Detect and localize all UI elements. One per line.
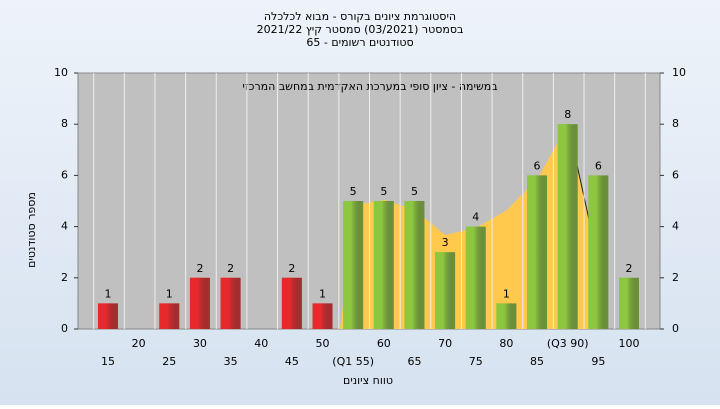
- bar: [527, 175, 548, 329]
- x-tick-label: 15: [101, 355, 115, 368]
- data-label: 2: [626, 262, 633, 275]
- bar: [465, 226, 486, 329]
- data-label: 1: [105, 287, 112, 300]
- y2-tick-label: 10: [672, 66, 686, 79]
- data-label: 8: [564, 108, 571, 121]
- x-tick-label: (Q3 90): [547, 337, 589, 350]
- y-tick-label: 0: [61, 322, 68, 335]
- bar: [312, 303, 333, 329]
- y2-tick-label: 0: [672, 322, 679, 335]
- data-label: 3: [442, 236, 449, 249]
- y-tick-label: 6: [61, 168, 68, 181]
- x-tick-label: 100: [619, 337, 640, 350]
- x-tick-label: 65: [407, 355, 421, 368]
- x-tick-label: 35: [224, 355, 238, 368]
- bar: [588, 175, 609, 329]
- subtitle: סטודנטים רשומים - 65: [306, 36, 413, 49]
- data-label: 1: [503, 287, 510, 300]
- bar: [98, 303, 118, 329]
- data-label: 5: [350, 185, 357, 198]
- x-tick-label: 20: [132, 337, 146, 350]
- data-label: 2: [288, 262, 295, 275]
- x-tick-label: 40: [254, 337, 268, 350]
- data-label: 6: [595, 159, 602, 172]
- bar: [404, 201, 425, 329]
- x-tick-label: 95: [591, 355, 605, 368]
- data-label: 2: [227, 262, 234, 275]
- data-label: 1: [319, 287, 326, 300]
- x-tick-label: 50: [316, 337, 330, 350]
- x-tick-label: 60: [377, 337, 391, 350]
- x-tick-label: 85: [530, 355, 544, 368]
- bar: [281, 277, 302, 329]
- x-tick-label: 25: [162, 355, 176, 368]
- y2-tick-label: 8: [672, 117, 679, 130]
- bar: [435, 252, 456, 329]
- x-tick-label: 45: [285, 355, 299, 368]
- x-tick-label: 80: [499, 337, 513, 350]
- bar: [159, 303, 180, 329]
- chart-title: היסטוגרמת ציונים בקורס - מבוא לכלכלה: [264, 10, 456, 23]
- data-label: 6: [534, 159, 541, 172]
- y-tick-label: 2: [61, 271, 68, 284]
- bar: [189, 277, 210, 329]
- y-tick-label: 8: [61, 117, 68, 130]
- x-tick-label: 30: [193, 337, 207, 350]
- x-tick-label: (Q1 55): [332, 355, 374, 368]
- y2-tick-label: 6: [672, 168, 679, 181]
- data-label: 1: [166, 287, 173, 300]
- y-tick-label: 10: [54, 66, 68, 79]
- bar: [619, 277, 639, 329]
- y-tick-label: 4: [61, 220, 68, 233]
- bar: [496, 303, 517, 329]
- y2-tick-label: 2: [672, 271, 679, 284]
- x-tick-label: 70: [438, 337, 452, 350]
- data-label: 4: [472, 211, 479, 224]
- bar: [343, 201, 364, 329]
- bar: [373, 201, 394, 329]
- data-label: 5: [411, 185, 418, 198]
- data-label: 5: [380, 185, 387, 198]
- x-axis-label: טווח ציונים: [343, 374, 393, 387]
- data-label: 2: [196, 262, 203, 275]
- bar: [557, 124, 578, 329]
- x-tick-label: 75: [469, 355, 483, 368]
- subtitle: בסמסטר (03/2021) סמסטר קיץ 2021/22: [257, 23, 464, 36]
- y2-tick-label: 4: [672, 220, 679, 233]
- bar: [220, 277, 241, 329]
- y-axis-label: מספר סטודנטים: [25, 192, 38, 268]
